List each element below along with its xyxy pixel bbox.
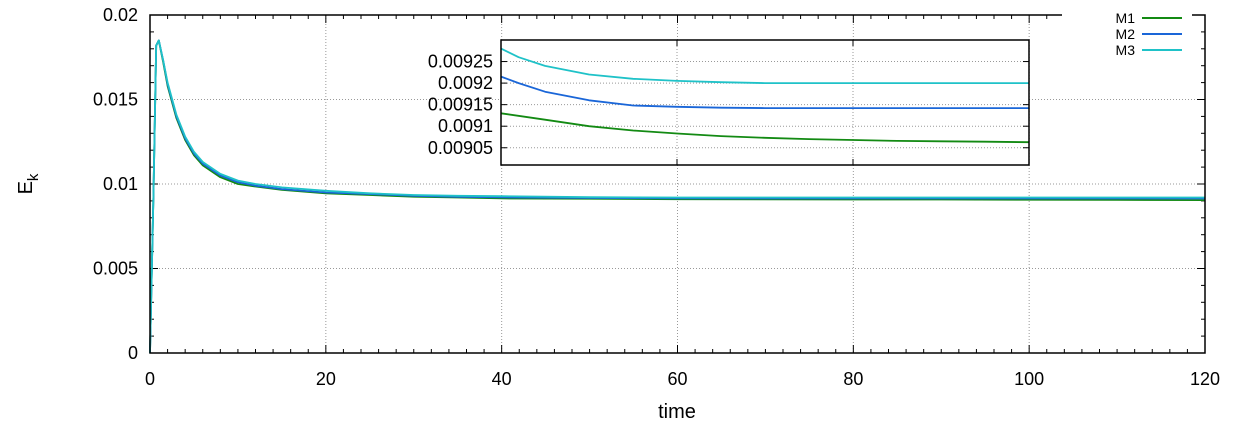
series-line-m3 [149,39,1205,354]
main-y-tick-label: 0.005 [93,259,138,279]
inset-y-tick-label: 0.0092 [438,73,493,93]
main-y-tick-label: 0.015 [93,90,138,110]
legend-label: M2 [1116,26,1136,42]
inset-series-line-m2 [500,75,1029,109]
inset-plot-frame [500,39,1030,166]
legend-background [1062,9,1192,71]
legend-label: M3 [1116,42,1136,58]
inset-y-tick-label: 0.0091 [438,116,493,136]
inset-y-tick-label: 0.00925 [428,52,493,72]
main-x-tick-label: 60 [667,369,687,389]
main-x-tick-label: 100 [1014,369,1044,389]
main-x-tick-label: 40 [492,369,512,389]
main-y-tick-label: 0.01 [103,174,138,194]
inset-series-line-m1 [500,112,1030,144]
inset-series-line-m3 [500,47,1029,84]
main-y-tick-label: 0.02 [103,5,138,25]
y-axis-label-subscript: k [25,173,42,181]
inset-background [501,40,1029,165]
main-x-tick-label: 20 [316,369,336,389]
inset-y-tick-label: 0.00905 [428,138,493,158]
main-x-tick-label: 120 [1190,369,1220,389]
main-x-tick-label: 80 [843,369,863,389]
main-y-tick-label: 0 [128,343,138,363]
y-axis-label: Ek [15,173,42,194]
legend-label: M1 [1116,10,1136,26]
main-plot-frame [149,14,1206,354]
main-ticks: 0 20 40 60 80 100 120 0 0.005 0.01 0.015 0.02 [93,5,1220,389]
inset-series [500,47,1030,144]
inset-y-tick-label: 0.00915 [428,95,493,115]
main-x-tick-label: 0 [145,369,155,389]
x-axis-label: time [658,401,696,423]
main-series [149,39,1206,354]
